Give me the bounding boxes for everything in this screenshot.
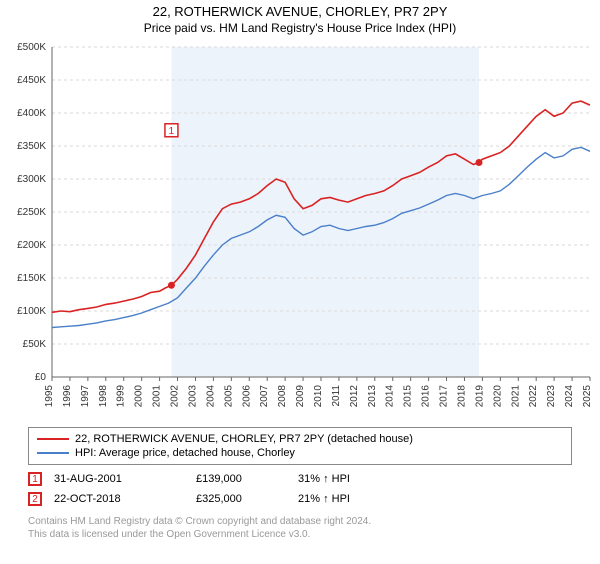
legend-label: 22, ROTHERWICK AVENUE, CHORLEY, PR7 2PY … (75, 433, 413, 445)
svg-text:£50K: £50K (23, 339, 47, 350)
svg-text:1996: 1996 (62, 385, 73, 408)
svg-text:£350K: £350K (17, 141, 46, 152)
svg-text:2001: 2001 (152, 385, 163, 408)
transaction-price: £139,000 (196, 473, 286, 485)
legend-item: 22, ROTHERWICK AVENUE, CHORLEY, PR7 2PY … (37, 432, 563, 446)
footer-attribution: Contains HM Land Registry data © Crown c… (28, 515, 572, 541)
svg-text:2005: 2005 (223, 385, 234, 408)
marker-badge: 1 (28, 472, 42, 486)
legend-swatch (37, 452, 69, 454)
svg-text:2023: 2023 (546, 385, 557, 408)
svg-text:2024: 2024 (564, 385, 575, 408)
svg-text:2015: 2015 (403, 385, 414, 408)
svg-text:2009: 2009 (295, 385, 306, 408)
svg-text:2017: 2017 (439, 385, 450, 408)
svg-text:£300K: £300K (17, 174, 46, 185)
svg-text:2020: 2020 (492, 385, 503, 408)
footer-line: Contains HM Land Registry data © Crown c… (28, 515, 572, 528)
marker-badge: 2 (28, 492, 42, 506)
svg-text:2000: 2000 (134, 385, 145, 408)
svg-text:2004: 2004 (205, 385, 216, 408)
legend-swatch (37, 438, 69, 440)
svg-text:2002: 2002 (170, 385, 181, 408)
svg-text:2014: 2014 (385, 385, 396, 408)
svg-text:1999: 1999 (116, 385, 127, 408)
footer-line: This data is licensed under the Open Gov… (28, 528, 572, 541)
legend-item: HPI: Average price, detached house, Chor… (37, 446, 563, 460)
svg-text:2010: 2010 (313, 385, 324, 408)
svg-text:2003: 2003 (187, 385, 198, 408)
svg-text:£0: £0 (35, 372, 47, 383)
transaction-date: 22-OCT-2018 (54, 493, 184, 505)
svg-text:1997: 1997 (80, 385, 91, 408)
svg-text:2022: 2022 (528, 385, 539, 408)
svg-text:2012: 2012 (349, 385, 360, 408)
svg-text:2013: 2013 (367, 385, 378, 408)
transaction-price: £325,000 (196, 493, 286, 505)
svg-text:1998: 1998 (98, 385, 109, 408)
transaction-list: 1 31-AUG-2001 £139,000 31% ↑ HPI 2 22-OCT-201… (28, 469, 572, 509)
svg-text:2006: 2006 (241, 385, 252, 408)
legend-label: HPI: Average price, detached house, Chor… (75, 447, 295, 459)
svg-text:2016: 2016 (421, 385, 432, 408)
svg-text:£250K: £250K (17, 207, 46, 218)
svg-text:£100K: £100K (17, 306, 46, 317)
legend: 22, ROTHERWICK AVENUE, CHORLEY, PR7 2PY … (28, 427, 572, 465)
svg-text:£150K: £150K (17, 273, 46, 284)
svg-text:2007: 2007 (259, 385, 270, 408)
svg-text:2025: 2025 (582, 385, 593, 408)
svg-text:£500K: £500K (17, 42, 46, 53)
svg-text:2011: 2011 (331, 385, 342, 407)
page-title: 22, ROTHERWICK AVENUE, CHORLEY, PR7 2PY (0, 4, 600, 19)
transaction-date: 31-AUG-2001 (54, 473, 184, 485)
transaction-diff: 31% ↑ HPI (298, 473, 398, 485)
svg-text:2018: 2018 (456, 385, 467, 408)
svg-text:£200K: £200K (17, 240, 46, 251)
price-chart: £0 £50K £100K £150K £200K £250K £300K £350K £400… (0, 41, 600, 421)
transaction-row: 2 22-OCT-2018 £325,000 21% ↑ HPI (28, 489, 572, 509)
svg-text:£450K: £450K (17, 75, 46, 86)
chart-area: £0 £50K £100K £150K £200K £250K £300K £350K £400… (0, 41, 600, 421)
svg-text:2019: 2019 (474, 385, 485, 408)
svg-text:£400K: £400K (17, 108, 46, 119)
svg-text:2008: 2008 (277, 385, 288, 408)
svg-text:2021: 2021 (510, 385, 521, 408)
transaction-diff: 21% ↑ HPI (298, 493, 398, 505)
page-subtitle: Price paid vs. HM Land Registry's House … (0, 21, 600, 35)
transaction-row: 1 31-AUG-2001 £139,000 31% ↑ HPI (28, 469, 572, 489)
svg-text:1: 1 (169, 126, 175, 137)
svg-text:1995: 1995 (44, 385, 55, 408)
